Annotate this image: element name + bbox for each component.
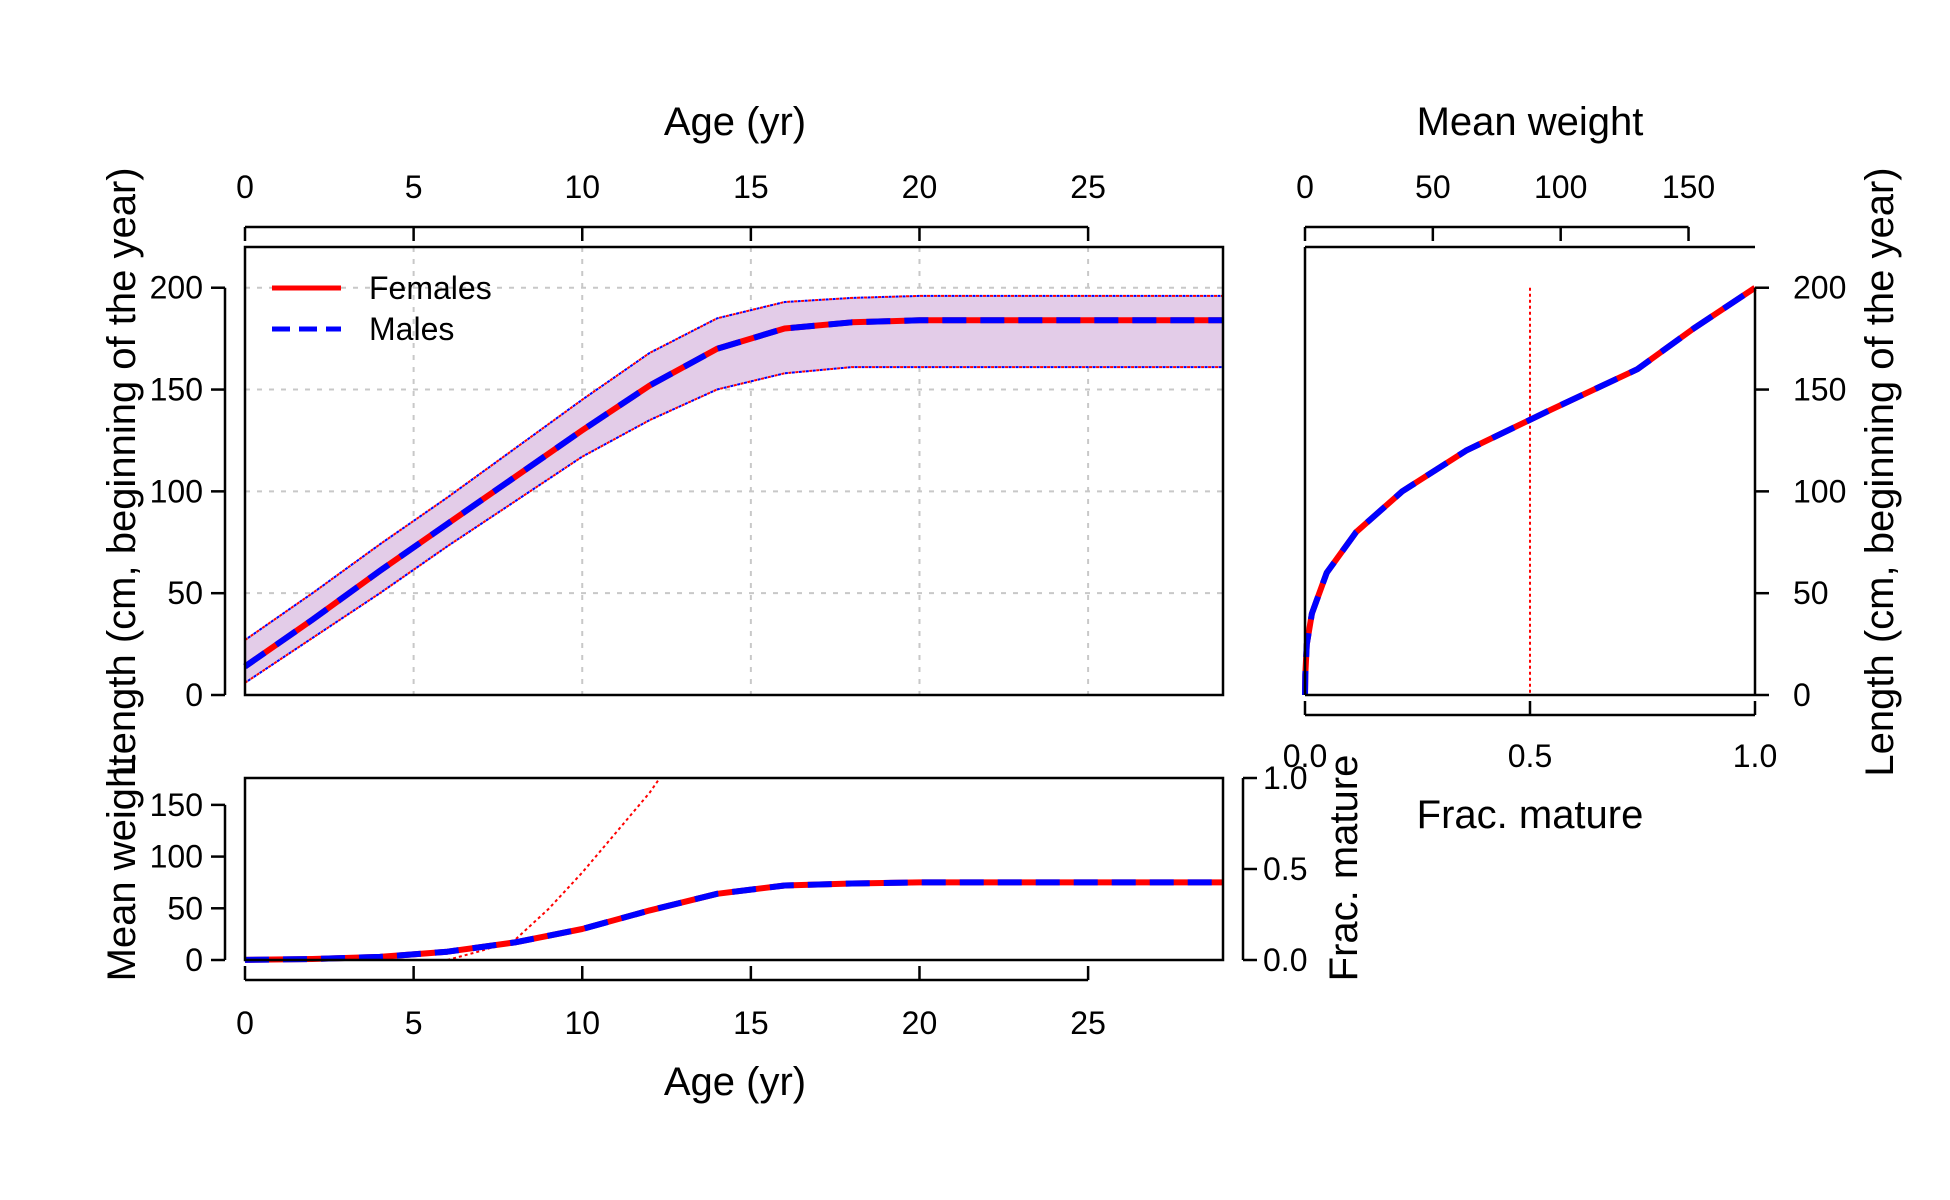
y-tick-label: 0 (185, 942, 203, 978)
y-tick-label: 100 (150, 473, 203, 509)
x-tick-label: 0 (1296, 169, 1314, 205)
x-tick-label: 0.0 (1283, 738, 1327, 774)
y-tick-label: 0 (185, 677, 203, 713)
y-axis-title: Mean weight (100, 755, 144, 982)
y-axis-title: Length (cm, beginning of the year) (1858, 167, 1902, 776)
x-tick-label: 0 (236, 169, 254, 205)
x-tick-label: 20 (902, 169, 938, 205)
x-axis-title-top: Mean weight (1417, 100, 1644, 144)
length-interval-band (245, 295, 1223, 683)
length-at-age-males-line (243, 317, 1223, 669)
y-axis-title: Length (cm, beginning of the year) (100, 167, 144, 776)
x-axis-title: Age (yr) (664, 1060, 806, 1104)
maturity-at-length-panel: 0 50 100 150 Mean weight 0.0 0.5 1.0 Frac. matur… (1283, 100, 1902, 837)
x-tick-label: 15 (733, 169, 769, 205)
y-tick-label: 50 (167, 890, 203, 926)
y-tick-label: 200 (1793, 270, 1846, 306)
plot-frame (243, 245, 1225, 697)
legend-females-label: Females (369, 270, 492, 306)
y-tick-label: 50 (167, 575, 203, 611)
weight-at-age-males-line (244, 879, 1223, 963)
upper-bound-males-line (244, 294, 1223, 641)
weight-length-males-line (1302, 285, 1757, 696)
lower-bound-males-line (244, 366, 1223, 684)
y-tick-label: 100 (150, 839, 203, 875)
y-tick-label-right: 0.5 (1263, 851, 1307, 887)
x-tick-label: 0 (236, 1005, 254, 1041)
y-tick-label-right: 0.0 (1263, 942, 1307, 978)
x-tick-label: 10 (564, 169, 600, 205)
x-tick-label: 25 (1070, 169, 1106, 205)
x-tick-label: 20 (902, 1005, 938, 1041)
y-tick-label: 50 (1793, 575, 1829, 611)
lower-bound-females-line (244, 366, 1223, 684)
y-tick-label: 150 (1793, 372, 1846, 408)
plot-frame (243, 776, 1225, 962)
x-axis-title: Age (yr) (664, 100, 806, 144)
legend-males-label: Males (369, 311, 454, 347)
x-tick-label: 0.5 (1508, 738, 1552, 774)
y-tick-label: 150 (150, 787, 203, 823)
x-tick-label: 25 (1070, 1005, 1106, 1041)
x-axis-title-bottom: Frac. mature (1417, 793, 1644, 837)
y-tick-label: 0 (1793, 677, 1811, 713)
y-tick-label-right: 1.0 (1263, 760, 1307, 796)
y-tick-label: 200 (150, 270, 203, 306)
x-tick-label: 15 (733, 1005, 769, 1041)
x-tick-label: 5 (405, 169, 423, 205)
x-tick-label: 100 (1534, 169, 1587, 205)
y-tick-label: 150 (150, 372, 203, 408)
y-axis-title-right: Frac. mature (1322, 755, 1366, 982)
legend: Females Males (272, 270, 492, 347)
x-tick-label: 50 (1415, 169, 1451, 205)
x-tick-label: 5 (405, 1005, 423, 1041)
y-tick-label: 100 (1793, 473, 1846, 509)
x-tick-label: 150 (1662, 169, 1715, 205)
x-tick-label: 10 (564, 1005, 600, 1041)
x-tick-label: 1.0 (1733, 738, 1777, 774)
